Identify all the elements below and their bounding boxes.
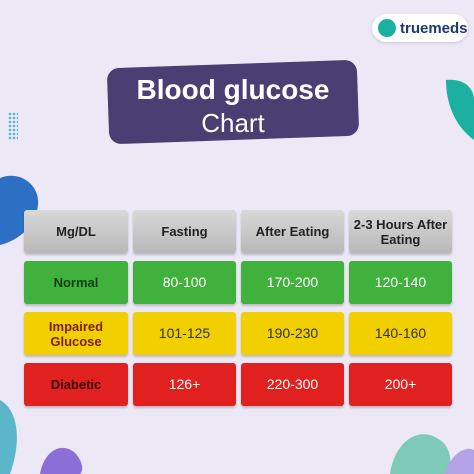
table-cell: 220-300 <box>241 363 344 406</box>
logo: truemeds <box>372 14 468 42</box>
table-cell: 101-125 <box>133 312 236 355</box>
decoration-dots <box>8 112 18 140</box>
table-cell: 126+ <box>133 363 236 406</box>
column-header: 2-3 Hours After Eating <box>349 210 452 253</box>
column-header: Fasting <box>133 210 236 253</box>
table: Mg/DL Fasting After Eating 2-3 Hours After … <box>24 210 452 406</box>
table-cell: 120-140 <box>349 261 452 304</box>
logo-text: truemeds <box>400 19 468 37</box>
column-header: Mg/DL <box>24 210 128 253</box>
table-cell: 200+ <box>349 363 452 406</box>
column-header: After Eating <box>241 210 344 253</box>
table-cell: 170-200 <box>241 261 344 304</box>
row-label: Normal <box>24 261 128 304</box>
subtitle: Chart <box>201 108 265 138</box>
row-label: Impaired Glucose <box>24 312 128 355</box>
table-cell: 140-160 <box>349 312 452 355</box>
table-cell: 80-100 <box>133 261 236 304</box>
row-label: Diabetic <box>24 363 128 406</box>
table-cell: 190-230 <box>241 312 344 355</box>
title: Blood glucose <box>136 74 330 105</box>
